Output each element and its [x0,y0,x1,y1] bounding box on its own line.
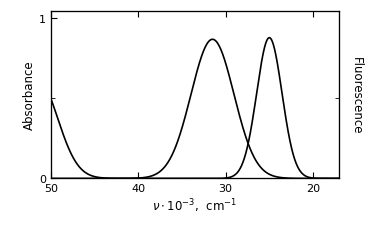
Y-axis label: Absorbance: Absorbance [23,60,36,130]
X-axis label: $\mathit{\nu} \cdot 10^{-3}$,  cm$^{-1}$: $\mathit{\nu} \cdot 10^{-3}$, cm$^{-1}$ [152,196,238,214]
Y-axis label: Fluorescence: Fluorescence [349,57,363,134]
